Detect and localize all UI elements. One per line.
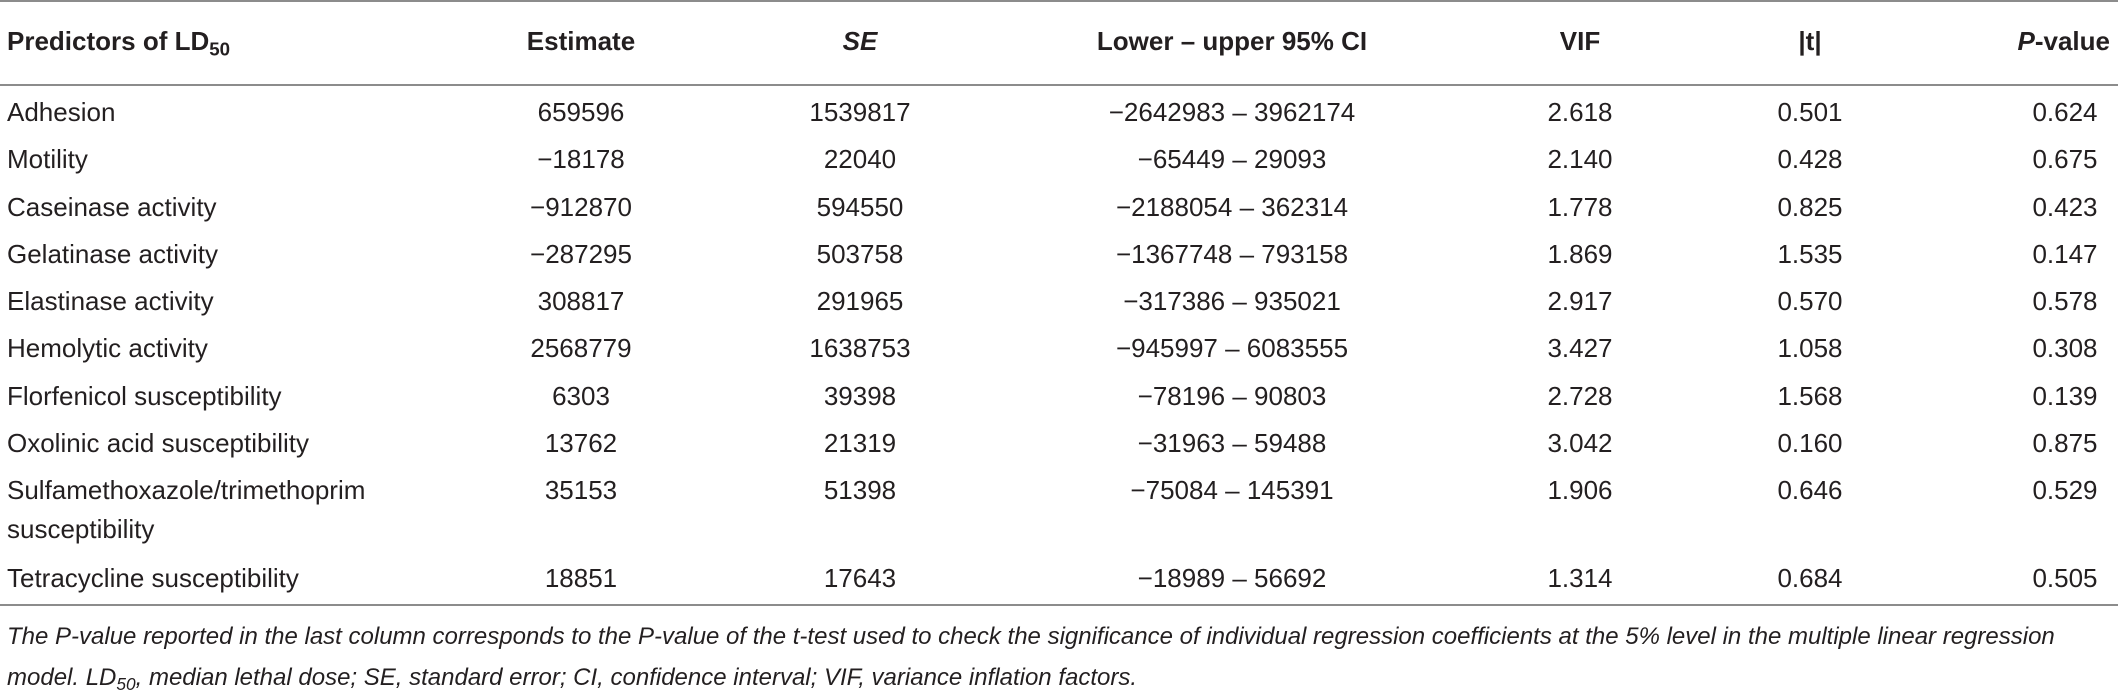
table-cell: 0.529	[2032, 475, 2098, 505]
table-cell: 0.624	[2032, 97, 2098, 127]
table-cell: 0.160	[1777, 428, 1843, 458]
table-cell: 0.675	[2032, 144, 2098, 174]
table-cell: −1367748 – 793158	[1115, 239, 1349, 269]
table-cell: −2188054 – 362314	[1115, 192, 1349, 222]
table-cell: 594550	[816, 192, 904, 222]
table-cell: 21319	[823, 428, 897, 458]
table-cell: 0.428	[1777, 144, 1843, 174]
table-cell: 2.618	[1547, 97, 1613, 127]
table-cell: 2.917	[1547, 286, 1613, 316]
header-cell: P-value	[1900, 22, 2111, 61]
table-cell: 0.684	[1777, 563, 1843, 593]
table-cell: 0.825	[1777, 192, 1843, 222]
table-cell: −78196 – 90803	[1137, 381, 1327, 411]
table-cell: 51398	[823, 475, 897, 505]
row-label: Elastinase activity	[7, 286, 214, 316]
table-cell: 2.728	[1547, 381, 1613, 411]
table-cell: −75084 – 145391	[1130, 475, 1334, 505]
footnote-subscript: 50	[116, 674, 136, 695]
header-rule	[0, 84, 2118, 86]
header-cell: Lower – upper 95% CI	[1096, 26, 1368, 56]
footnote-text: , median lethal dose; SE, standard error…	[135, 664, 1138, 691]
table-cell: −18178	[537, 144, 625, 174]
header-text: -value	[2034, 26, 2110, 56]
table-cell: 1.869	[1547, 239, 1613, 269]
header-cell: Estimate	[526, 26, 636, 56]
table-cell: 39398	[823, 381, 897, 411]
row-label: Florfenicol susceptibility	[7, 381, 282, 411]
table-cell: 0.646	[1777, 475, 1843, 505]
table-cell: 291965	[816, 286, 904, 316]
header-cell: SE	[842, 26, 878, 56]
table-cell: 0.570	[1777, 286, 1843, 316]
header-italic: P	[2017, 26, 2035, 56]
bottom-rule	[0, 604, 2118, 606]
table-cell: −287295	[530, 239, 632, 269]
header-cell: VIF	[1559, 26, 1601, 56]
row-label: Caseinase activity	[7, 192, 217, 222]
row-label: Sulfamethoxazole/trimethoprim susceptibi…	[7, 475, 366, 544]
table-cell: 1.058	[1777, 333, 1843, 363]
table-cell: 503758	[816, 239, 904, 269]
table-cell: 1.568	[1777, 381, 1843, 411]
table-cell: 1.906	[1547, 475, 1613, 505]
header-subscript: 50	[209, 38, 231, 60]
table-cell: 35153	[544, 475, 618, 505]
top-rule	[0, 0, 2118, 2]
header-cell: Predictors of LD50	[7, 22, 230, 61]
table-cell: 22040	[823, 144, 897, 174]
table-cell: 6303	[552, 381, 610, 411]
table-cell: −317386 – 935021	[1123, 286, 1341, 316]
table-cell: 3.427	[1547, 333, 1613, 363]
table-cell: 659596	[537, 97, 625, 127]
table-cell: −65449 – 29093	[1137, 144, 1327, 174]
table-cell: 1.314	[1547, 563, 1613, 593]
row-label: Gelatinase activity	[7, 239, 218, 269]
table-cell: 0.505	[2032, 563, 2098, 593]
table-cell: 1638753	[809, 333, 911, 363]
table-cell: 1539817	[809, 97, 911, 127]
table-cell: 0.308	[2032, 333, 2098, 363]
table-cell: 308817	[537, 286, 625, 316]
table-cell: 0.147	[2032, 239, 2098, 269]
table-cell: 1.535	[1777, 239, 1843, 269]
table-cell: 1.778	[1547, 192, 1613, 222]
row-label: Oxolinic acid susceptibility	[7, 428, 310, 458]
table-cell: 3.042	[1547, 428, 1613, 458]
table-cell: 0.875	[2032, 428, 2098, 458]
table-cell: 0.501	[1777, 97, 1843, 127]
row-label: Tetracycline susceptibility	[7, 563, 299, 593]
header-text: Predictors of LD	[7, 26, 210, 56]
table-cell: −945997 – 6083555	[1115, 333, 1349, 363]
table-cell: −912870	[530, 192, 632, 222]
table-cell: 0.423	[2032, 192, 2098, 222]
table-cell: −18989 – 56692	[1137, 563, 1327, 593]
table-cell: 2.140	[1547, 144, 1613, 174]
table-cell: 17643	[823, 563, 897, 593]
table-cell: 18851	[544, 563, 618, 593]
table-cell: 0.139	[2032, 381, 2098, 411]
table-cell: 2568779	[530, 333, 632, 363]
row-label: Motility	[7, 144, 88, 174]
table-cell: −2642983 – 3962174	[1108, 97, 1356, 127]
row-label: Adhesion	[7, 97, 116, 127]
header-cell: |t|	[1798, 26, 1822, 56]
table-cell: 0.578	[2032, 286, 2098, 316]
footnote-text: The P-value reported in the last column …	[7, 623, 2055, 691]
table-cell: 13762	[544, 428, 618, 458]
footnote: The P-value reported in the last column …	[7, 616, 2112, 698]
row-label: Hemolytic activity	[7, 333, 208, 363]
table-cell: −31963 – 59488	[1137, 428, 1327, 458]
